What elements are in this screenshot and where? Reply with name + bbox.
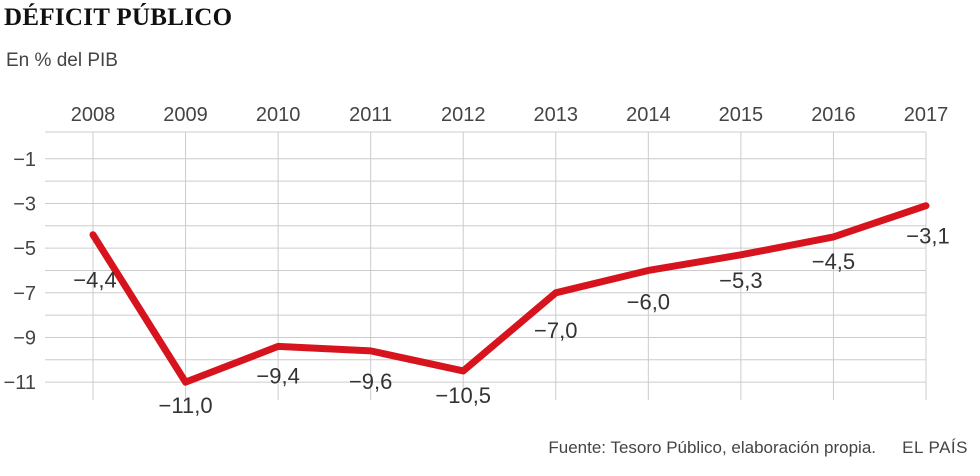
data-labels: −4,4 −11,0 −9,4 −9,6 −10,5 −7,0 −6,0 −5,3 −4,5 −3… [73,224,949,418]
x-tick-label-2008: 2008 [71,104,116,126]
x-tick-label-2016: 2016 [811,104,856,126]
brand-logo: EL PAÍS [902,438,968,457]
y-tick-label: −9 [13,327,36,349]
data-label-2014: −6,0 [627,289,670,314]
data-label-2015: −5,3 [719,268,762,293]
series-line-layer [89,202,930,386]
data-label-2013: −7,0 [534,318,577,343]
data-label-2011: −9,6 [349,369,392,394]
data-label-2009: −11,0 [159,393,213,418]
x-tick-label-2010: 2010 [256,104,301,126]
source-note: Fuente: Tesoro Público, elaboración prop… [548,438,876,457]
y-tick-label: −3 [13,193,36,215]
x-tick-label-2014: 2014 [626,104,671,126]
data-label-2008: −4,4 [73,268,116,293]
chart-subtitle: En % del PIB [6,50,118,71]
x-tick-labels: 2008 2009 2010 2011 2012 2013 2014 2015 2016 2017 [71,104,949,126]
y-tick-label: −7 [13,283,36,305]
x-tick-label-2012: 2012 [441,104,486,126]
x-tick-label-2013: 2013 [534,104,579,126]
data-label-2017: −3,1 [906,224,949,249]
series-line [89,202,930,386]
y-tick-labels: −1 −3 −5 −7 −9 −11 [4,149,36,394]
y-tick-label: −11 [4,372,36,394]
y-tick-label: −5 [13,238,36,260]
data-label-2010: −9,4 [256,363,299,388]
x-tick-label-2011: 2011 [349,104,392,126]
data-label-2012: −10,5 [435,383,491,408]
x-tick-label-2009: 2009 [163,104,208,126]
grid-layer [45,131,927,400]
y-tick-label: −1 [13,149,36,171]
data-label-2016: −4,5 [812,249,855,274]
chart-title: DÉFICIT PÚBLICO [4,4,233,31]
x-tick-label-2015: 2015 [719,104,764,126]
x-tick-label-2017: 2017 [904,104,949,126]
